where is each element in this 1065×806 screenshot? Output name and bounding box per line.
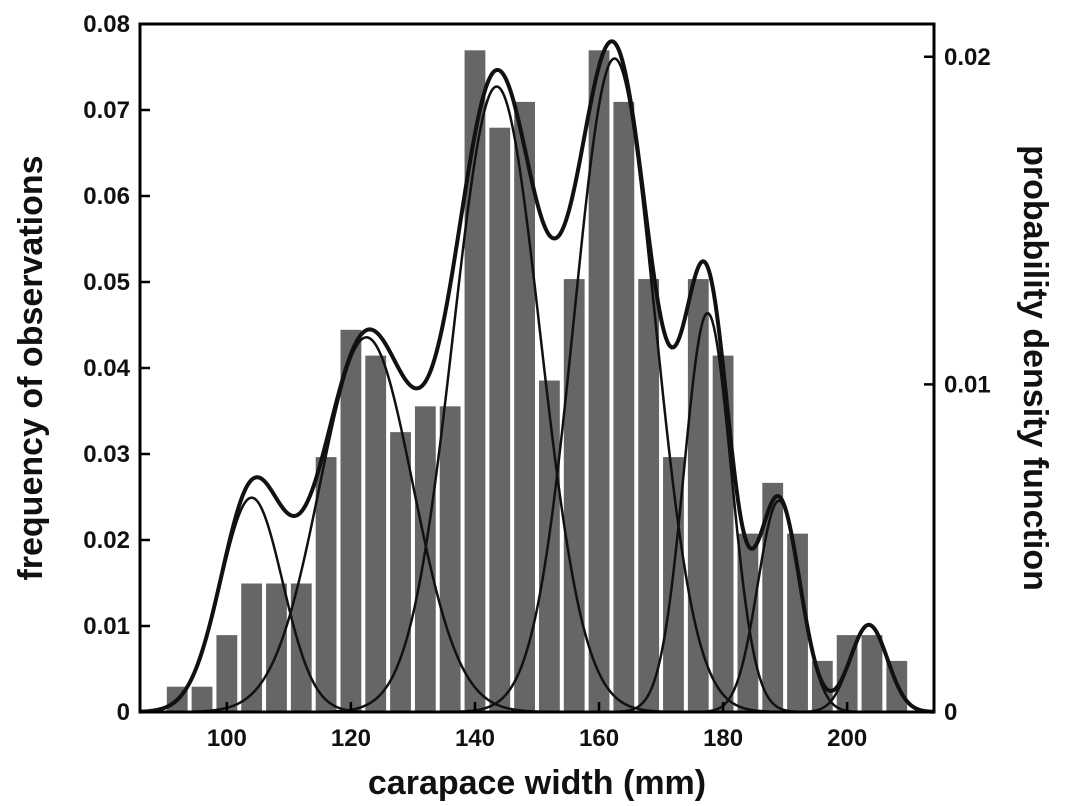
histogram-bar (538, 379, 561, 713)
histogram-bar (339, 328, 363, 713)
y-tick-label: 0.02 (83, 527, 130, 554)
y-tick-label: 0.06 (83, 183, 130, 210)
histogram-bar (215, 634, 239, 713)
y-right-tick-label: 0.01 (944, 371, 991, 398)
histogram-bar (860, 634, 884, 713)
histogram-bar (488, 126, 512, 713)
x-axis-title: carapace width (mm) (368, 764, 706, 802)
histogram-bar (389, 431, 412, 713)
histogram-bar (612, 100, 636, 713)
histogram-bar (711, 354, 735, 713)
x-tick-label: 100 (207, 725, 247, 752)
histogram-bar (364, 354, 388, 713)
histogram-bar (190, 685, 214, 713)
x-tick-label: 120 (331, 725, 371, 752)
tick-labels: 100 120 140 160 180 200 0 0.01 0.02 0.03 0.04 0.05 0… (83, 11, 990, 752)
y-tick-label: 0.08 (83, 11, 130, 38)
y-tick-label: 0 (117, 699, 130, 726)
x-tick-label: 160 (579, 725, 619, 752)
x-tick-label: 200 (827, 725, 867, 752)
y-tick-label: 0.03 (83, 441, 130, 468)
y-axis-right-title: probability density function (1016, 145, 1054, 591)
histogram-bar (438, 405, 462, 713)
histogram-bar (637, 278, 661, 713)
y-right-tick-label: 0.02 (944, 44, 991, 71)
y-tick-label: 0.07 (83, 97, 130, 124)
y-tick-label: 0.01 (83, 613, 130, 640)
histogram-bar (413, 405, 437, 713)
histogram-bar (513, 100, 536, 713)
x-tick-label: 140 (455, 725, 495, 752)
axis-ticks (140, 22, 934, 714)
histogram-bar (463, 49, 487, 713)
y-tick-label: 0.04 (83, 355, 130, 382)
x-tick-label: 180 (703, 725, 743, 752)
histogram-bar (265, 582, 288, 713)
y-tick-label: 0.05 (83, 269, 130, 296)
histogram-bar (562, 278, 586, 713)
y-axis-title: frequency of observations (12, 155, 50, 580)
y-right-tick-label: 0 (944, 699, 957, 726)
total-density-curve (139, 39, 935, 714)
